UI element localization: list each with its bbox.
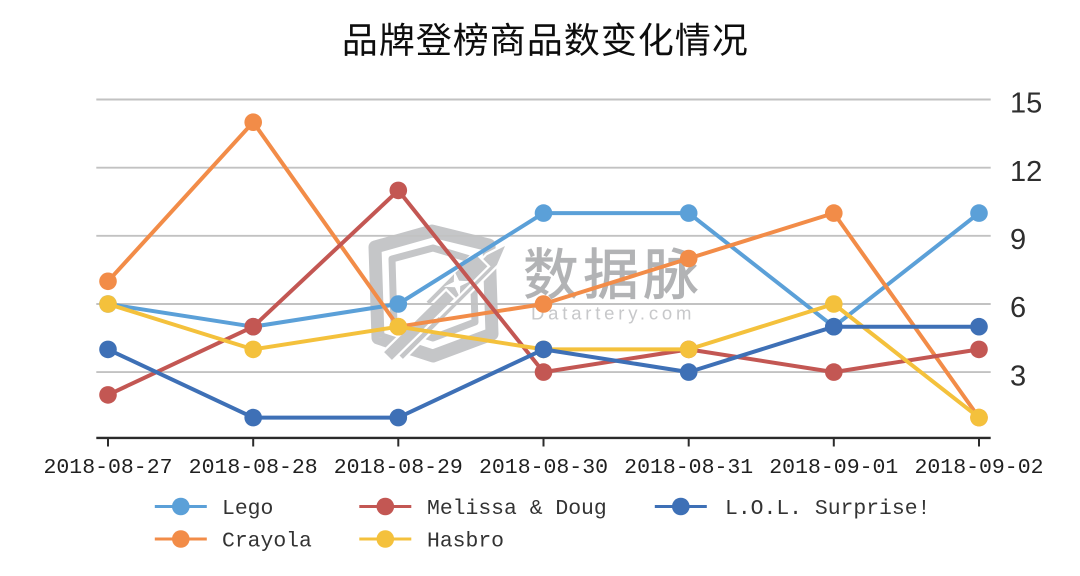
svg-text:2018-09-02: 2018-09-02	[914, 456, 1043, 480]
svg-text:Lego: Lego	[222, 497, 273, 521]
svg-text:Melissa & Doug: Melissa & Doug	[427, 497, 607, 521]
svg-text:15: 15	[1010, 88, 1042, 120]
svg-text:2018-08-29: 2018-08-29	[334, 456, 463, 480]
svg-text:6: 6	[1010, 292, 1026, 324]
svg-text:2018-08-27: 2018-08-27	[43, 456, 172, 480]
svg-text:Hasbro: Hasbro	[427, 530, 504, 554]
svg-text:Crayola: Crayola	[222, 530, 312, 554]
svg-text:2018-08-30: 2018-08-30	[479, 456, 608, 480]
svg-text:9: 9	[1010, 224, 1026, 256]
svg-text:2018-08-31: 2018-08-31	[624, 456, 753, 480]
svg-text:Datartery.com: Datartery.com	[531, 303, 695, 324]
svg-text:3: 3	[1010, 360, 1026, 392]
svg-text:2018-09-01: 2018-09-01	[769, 456, 898, 480]
svg-text:2018-08-28: 2018-08-28	[189, 456, 318, 480]
svg-text:L.O.L. Surprise!: L.O.L. Surprise!	[725, 497, 930, 521]
svg-text:12: 12	[1010, 156, 1042, 188]
